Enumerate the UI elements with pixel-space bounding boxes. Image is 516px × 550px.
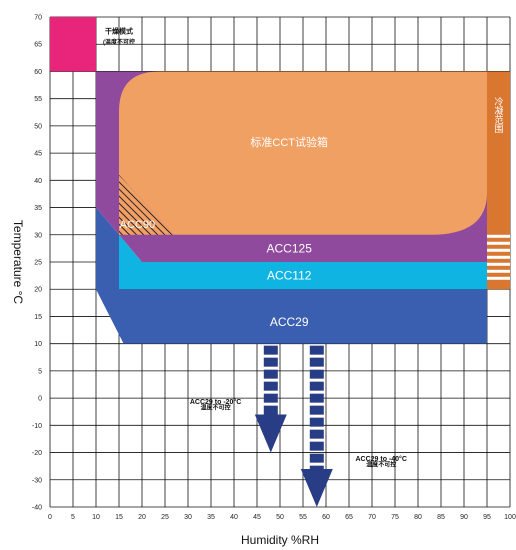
stripe [487,276,510,280]
arrow-shaft-segment [309,405,324,415]
ticks: 0 5 10 15 20 25 30 35 40 45 50 55 60 65 70 75 80 85 90 95 10… [32,15,516,522]
x-tick-label: 40 [230,514,238,521]
zone-label-cold: 冷凝范围 [494,96,504,134]
stripe [487,248,510,252]
arrow-1 [254,345,287,453]
arrow-shaft-segment [309,417,324,427]
x-tick-label: 20 [138,514,146,521]
dry-mode-zone [50,17,96,72]
arrows [254,345,333,507]
x-tick-label: 85 [437,514,445,521]
arrow-shaft-segment [309,369,324,379]
arrow-shaft-segment [309,393,324,403]
y-tick-label: 70 [34,15,42,22]
arrow-head [254,414,287,453]
zone-label-standard: 标准CCT试验箱 [250,135,328,149]
arrow-shaft-segment [309,345,324,355]
y-tick-label: 5 [38,368,42,375]
zone-label-acc29: ACC29 [270,315,309,329]
x-tick-label: 95 [483,514,491,521]
arrow2-sublabel: 温度不可控 [366,460,396,468]
cold-zone-stripes [487,234,510,280]
y-tick-label: 40 [34,178,42,185]
arrow-shaft-segment [263,381,278,391]
arrow1-label: ACC29 to -20°C [190,398,241,406]
y-tick-label: 30 [34,232,42,239]
y-tick-label: 0 [38,396,42,403]
arrow-shaft-segment [263,405,278,415]
y-tick-label: 65 [34,42,42,49]
x-tick-label: 10 [92,514,100,521]
y-tick-label: 55 [34,96,42,103]
arrow-2 [300,345,333,507]
y-tick-label: 45 [34,151,42,158]
x-tick-label: 55 [299,514,307,521]
zone-label-acc112: ACC112 [267,269,312,283]
y-tick-label: 20 [34,287,42,294]
x-tick-label: 5 [71,514,75,521]
x-tick-label: 45 [253,514,261,521]
arrow-head [300,469,333,507]
arrow-shaft-segment [309,465,324,469]
y-tick-label: 60 [34,69,42,76]
x-tick-label: 75 [391,514,399,521]
x-tick-label: 25 [161,514,169,521]
stripe [487,269,510,273]
arrow-shaft-segment [309,441,324,451]
stripe [487,262,510,266]
acc29-zone [96,207,487,344]
arrow-shaft-segment [309,429,324,439]
arrow-shaft-segment [309,381,324,391]
y-tick-label: 50 [34,123,42,130]
arrow-shaft-segment [263,369,278,379]
zone-label-dry-mode-note: (温度不可控 [103,38,135,46]
acc90-hatched-zone [119,174,175,235]
y-tick-label: -40 [32,505,42,512]
x-tick-label: 80 [414,514,422,521]
zone-label-dry-mode: 干燥模式 [105,26,133,35]
x-tick-label: 70 [368,514,376,521]
stripe [487,241,510,245]
zone-label-acc125: ACC125 [267,241,313,255]
x-tick-label: 30 [184,514,192,521]
y-tick-label: -20 [32,450,42,457]
arrow1-sublabel: 温度不可控 [201,403,231,411]
arrow-shaft-segment [263,345,278,355]
arrow-shaft-segment [309,453,324,463]
zones [50,17,510,344]
x-tick-label: 50 [276,514,284,521]
arrow-shaft-segment [263,357,278,367]
y-axis-title: Temperature °C [11,220,25,304]
arrow-shaft-segment [263,393,278,403]
x-tick-label: 0 [48,514,52,521]
arrow-shaft-segment [309,357,324,367]
x-tick-label: 65 [345,514,353,521]
y-tick-label: -30 [32,477,42,484]
x-tick-label: 100 [504,514,516,521]
zone-label-acc90: ACC90 [120,219,155,231]
y-tick-label: 35 [34,205,42,212]
y-tick-label: -10 [32,423,42,430]
y-tick-label: 10 [34,341,42,348]
x-tick-label: 15 [115,514,123,521]
x-tick-label: 60 [322,514,330,521]
stripe [487,234,510,238]
standard-zone [119,71,487,235]
x-tick-label: 90 [460,514,468,521]
y-tick-label: 25 [34,260,42,267]
stripe [487,255,510,259]
x-axis-title: Humidity %RH [241,533,319,547]
x-tick-label: 35 [207,514,215,521]
y-tick-label: 15 [34,314,42,321]
arrow2-label: ACC29 to -40°C [355,455,406,463]
